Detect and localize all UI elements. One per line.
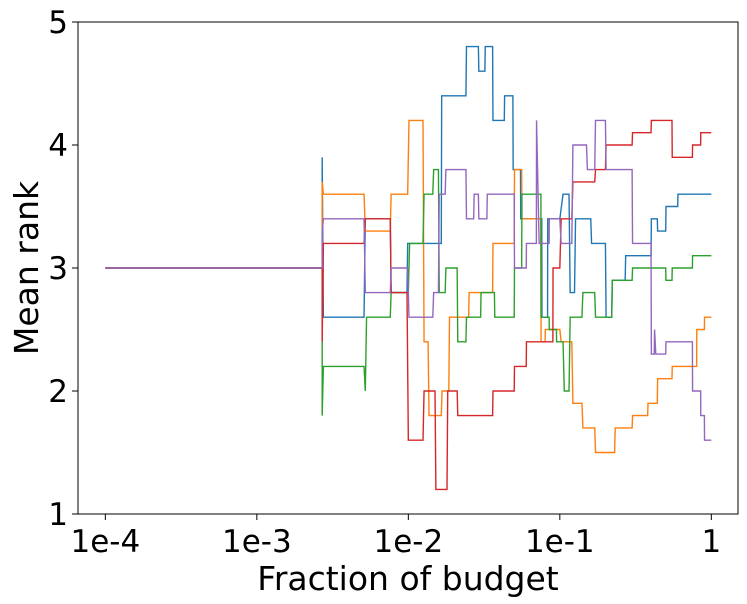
x-axis-label: Fraction of budget xyxy=(257,559,559,598)
x-tick-label: 1 xyxy=(701,524,721,560)
x-tick-label: 1e-1 xyxy=(525,524,595,560)
series-layer xyxy=(105,45,712,491)
y-tick-label: 2 xyxy=(48,374,68,410)
y-tick-label: 4 xyxy=(48,128,68,164)
x-tick-label: 1e-3 xyxy=(222,524,292,560)
series-line-red xyxy=(105,119,712,491)
y-tick-label: 3 xyxy=(48,251,68,287)
y-tick-label: 1 xyxy=(48,497,68,533)
y-axis-label: Mean rank xyxy=(7,180,46,355)
ticks-layer: 1e-4 1e-3 1e-2 1e-1 1 1 2 3 4 5 xyxy=(48,5,721,560)
series-line-purple xyxy=(105,119,712,441)
x-tick-label: 1e-2 xyxy=(373,524,443,560)
series-line-blue xyxy=(105,45,712,318)
y-tick-label: 5 xyxy=(48,5,68,41)
x-tick-label: 1e-4 xyxy=(70,524,140,560)
